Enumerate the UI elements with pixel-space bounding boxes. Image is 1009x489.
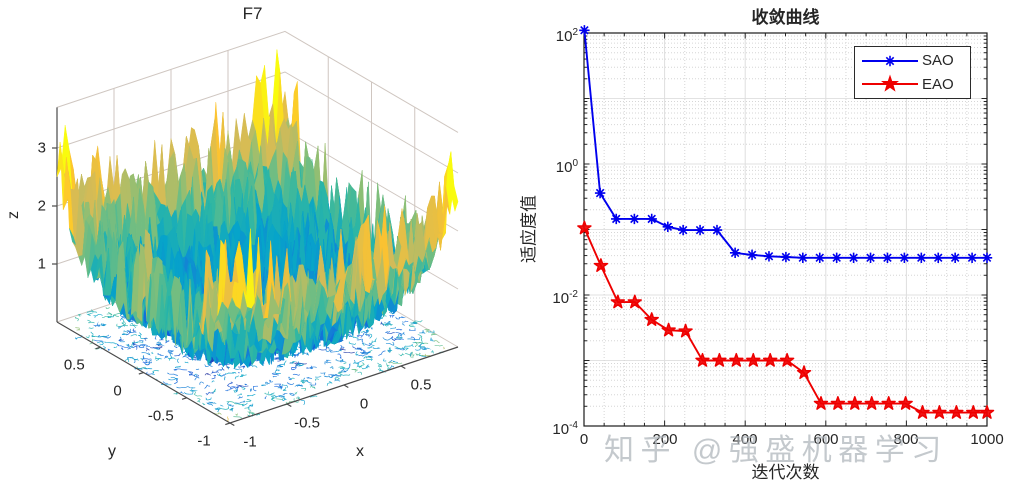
y-tick-label: 10-4	[552, 420, 578, 438]
axis-tick-label-3d: 0.5	[63, 356, 85, 374]
x-tick-label: 400	[732, 431, 758, 448]
legend-label-eao: EAO	[922, 75, 954, 93]
x-axis-label-3d: x	[356, 443, 364, 460]
axis-tick-label-3d: 0	[113, 382, 122, 399]
axis-tick-label-3d: 0.5	[410, 376, 432, 394]
z-tick-label-3d: 1	[37, 255, 46, 273]
axis-tick-label-3d: -0.5	[294, 414, 320, 432]
z-tick-label-3d: 3	[37, 139, 46, 157]
eao-line-sample	[862, 74, 918, 92]
axis-tick-label-3d: -0.5	[147, 407, 174, 425]
convergence-xlabel: 迭代次数	[751, 463, 820, 482]
z-tick-label-3d: 2	[37, 197, 46, 215]
surface-panel: F7 0.5 0 -0.5 -1 -1 -0.5 0 0.5 1 2 3 x y z	[0, 0, 505, 489]
axis-tick-label-3d: -1	[243, 433, 257, 451]
convergence-ylabel: 适应度值	[519, 195, 539, 263]
legend-label-sao: SAO	[922, 52, 954, 70]
sao-markers	[579, 25, 993, 263]
convergence-plot	[577, 25, 995, 427]
y-tick-label: 102	[555, 27, 578, 45]
convergence-title: 收敛曲线	[751, 8, 820, 27]
axis-tick-label-3d: -1	[197, 432, 211, 450]
watermark: 知乎 @强盛机器学习	[604, 434, 948, 467]
sao-line-sample	[862, 55, 918, 66]
x-tick-label: 200	[652, 431, 678, 448]
y-axis-label-3d: y	[108, 443, 116, 460]
y-tick-label: 10-2	[552, 289, 578, 307]
x-tick-label: 1000	[970, 431, 1004, 448]
legend-row-eao: EAO	[855, 74, 970, 94]
legend-row-sao: SAO	[855, 51, 970, 71]
surface-title: F7	[242, 4, 263, 23]
grid	[584, 33, 987, 426]
y-tick-label: 100	[555, 158, 578, 176]
z-axis-label-3d: z	[5, 211, 22, 219]
surface-3d-plot	[0, 0, 505, 489]
x-tick-label: 600	[813, 431, 839, 448]
convergence-panel: 收敛曲线 迭代次数 适应度值 102 100 10-2 10-4 0 200 4…	[505, 0, 1009, 489]
axis-tick-label-3d: 0	[359, 395, 369, 413]
legend: SAO EAO	[854, 46, 971, 99]
x-tick-label: 0	[579, 431, 589, 448]
eao-markers	[577, 220, 995, 419]
x-tick-label: 800	[893, 431, 919, 448]
